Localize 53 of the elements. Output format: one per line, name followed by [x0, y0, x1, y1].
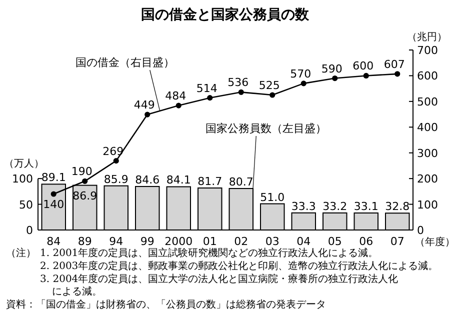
data-label: 32.8	[385, 200, 410, 214]
data-label: 33.3	[291, 200, 316, 213]
y2-tick-label: 100	[417, 198, 438, 212]
x-tick-label: 89	[78, 235, 92, 248]
x-tick-label: 84	[46, 235, 61, 248]
x-tick-label: 07	[390, 235, 404, 248]
y2-tick-label: 0	[417, 224, 424, 237]
data-label: 140	[43, 198, 64, 211]
data-label: 89.1	[41, 171, 66, 184]
y2-tick-label: 500	[417, 95, 438, 108]
data-label: 449	[134, 98, 155, 112]
chart-title: 国の借金と国家公務員の数	[141, 6, 310, 23]
x-axis-title: （年度）	[415, 236, 450, 248]
x-tick-label: 04	[296, 235, 311, 248]
data-label: 86.9	[72, 189, 98, 202]
data-label: 607	[384, 58, 405, 71]
text: 国家公務員数（左目盛）	[206, 122, 327, 135]
notes: （注） 1. 2001年度の定員は、国立試験研究機関などの独立行政法人化による減。 2. 2003年度の定員は、郵政事業の郵政公社化と印刷、造幣の独立行政法人化による減。 3. 2004年度の定員は、国立大学の法人化と国立病院・療養所の独立行政法人化による減。 資料：「国の借金」は財務省の、「公務員の数」は総務省の発表データ	[6, 248, 438, 310]
x-tick-label: 03	[265, 235, 280, 248]
data-label: 570	[290, 67, 312, 80]
data-label: 484	[165, 90, 186, 103]
data-label: 84.6	[135, 173, 160, 186]
y2-tick-label: 300	[417, 146, 438, 160]
x-tick-label: 01	[202, 235, 217, 248]
x-tick-label: 99	[140, 235, 154, 248]
y-axis-title: （万人）	[4, 158, 44, 170]
x-tick-label: 2000	[164, 235, 193, 248]
y-tick-label: 0	[26, 224, 33, 237]
data-label: 85.9	[104, 172, 128, 186]
y-tick-label: 100	[12, 172, 33, 186]
data-label: 33.1	[354, 200, 378, 213]
data-label: 81.7	[198, 174, 222, 188]
data-label: 80.7	[228, 175, 254, 188]
data-label: 33.2	[322, 200, 348, 213]
data-label: 84.1	[166, 174, 191, 187]
x-tick-label: 02	[234, 235, 248, 248]
x-tick-label: 05	[328, 235, 342, 248]
text: 国の借金（右目盛）	[75, 56, 174, 69]
y2-tick-label: 400	[417, 121, 438, 134]
y-tick-label: 50	[19, 198, 33, 212]
data-label: 600	[352, 60, 374, 73]
y2-tick-label: 700	[417, 44, 438, 57]
data-label: 525	[258, 79, 280, 92]
data-label: 536	[228, 76, 249, 90]
x-tick-label: 06	[359, 235, 374, 248]
y2-tick-label: 200	[417, 172, 438, 186]
data-label: 514	[196, 82, 218, 95]
data-label: 590	[321, 62, 342, 76]
y2-tick-label: 600	[417, 70, 438, 83]
x-tick-label: 94	[109, 235, 124, 248]
data-label: 51.0	[260, 190, 285, 204]
y2-axis-title: （兆円）	[407, 31, 447, 43]
data-label: 190	[71, 165, 92, 178]
